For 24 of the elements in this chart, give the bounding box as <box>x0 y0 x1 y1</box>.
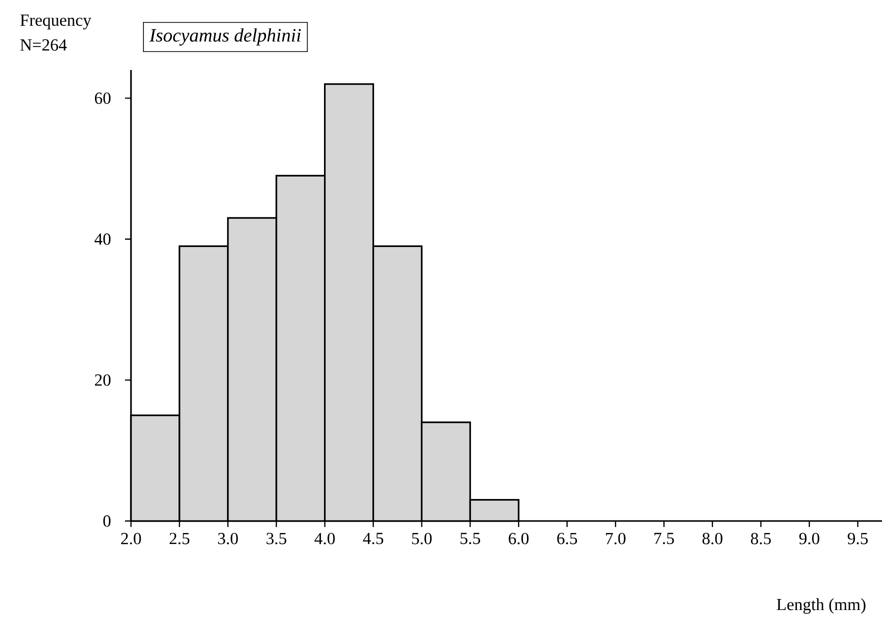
x-tick-label: 3.0 <box>218 532 238 544</box>
y-axis-title: Frequency <box>20 14 92 30</box>
text: N=264 <box>20 39 67 51</box>
x-tick-label: 3.5 <box>266 532 286 544</box>
x-tick-label: 7.0 <box>606 532 626 544</box>
x-tick-label: 5.5 <box>460 532 480 544</box>
y-tick-label: 40 <box>94 233 111 245</box>
x-tick-label: 2.5 <box>170 532 190 544</box>
chart-title: Isocyamus delphinii <box>149 28 301 46</box>
x-tick-label: 9.5 <box>848 532 868 544</box>
x-tick-label: 8.5 <box>750 532 771 544</box>
y-tick-label: 0 <box>103 515 111 527</box>
x-tick-label: 2.0 <box>121 532 141 544</box>
x-tick-label: 6.5 <box>557 532 578 544</box>
y-tick-label: 20 <box>94 374 111 386</box>
x-tick-label: 5.0 <box>412 532 432 544</box>
x-tick-label: 4.5 <box>363 532 384 544</box>
x-axis-title: Length (mm) <box>776 598 866 614</box>
x-tick-label: 7.5 <box>654 532 674 544</box>
x-tick-label: 4.0 <box>314 532 335 544</box>
x-tick-label: 8.0 <box>702 532 722 544</box>
y-tick-label: 60 <box>94 92 111 104</box>
x-tick-label: 6.0 <box>508 532 529 544</box>
x-tick-label: 9.0 <box>799 532 820 544</box>
